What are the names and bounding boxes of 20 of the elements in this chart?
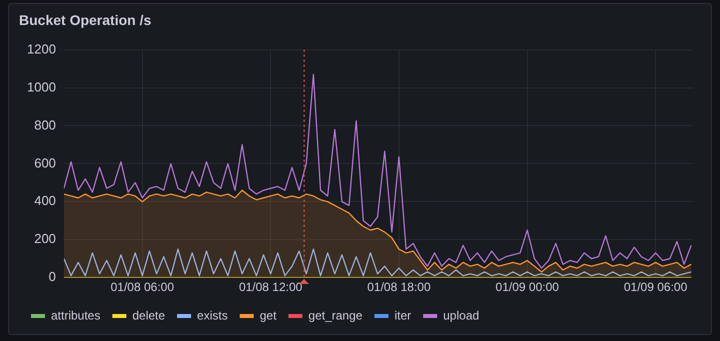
x-tick-label: 01/09 00:00 <box>496 280 560 294</box>
y-tick-label: 800 <box>34 117 56 132</box>
x-tick-label: 01/08 18:00 <box>367 280 431 294</box>
legend-label: iter <box>394 308 412 322</box>
x-tick-label: 01/09 06:00 <box>624 280 688 294</box>
x-tick-label: 01/08 06:00 <box>110 280 174 294</box>
legend-label: upload <box>443 308 480 322</box>
y-tick-label: 0 <box>48 269 56 284</box>
y-tick-label: 200 <box>34 231 56 246</box>
y-tick-label: 400 <box>34 193 56 208</box>
legend-label: get_range <box>308 308 363 322</box>
chart-title: Bucket Operation /s <box>19 12 152 28</box>
legend-label: delete <box>132 308 166 322</box>
legend-label: exists <box>197 308 228 322</box>
y-tick-label: 600 <box>34 155 56 170</box>
y-tick-label: 1200 <box>27 41 56 56</box>
legend-label: attributes <box>51 308 100 322</box>
x-tick-label: 01/08 12:00 <box>238 280 303 294</box>
legend-label: get <box>260 308 278 322</box>
y-tick-label: 1000 <box>27 79 56 94</box>
